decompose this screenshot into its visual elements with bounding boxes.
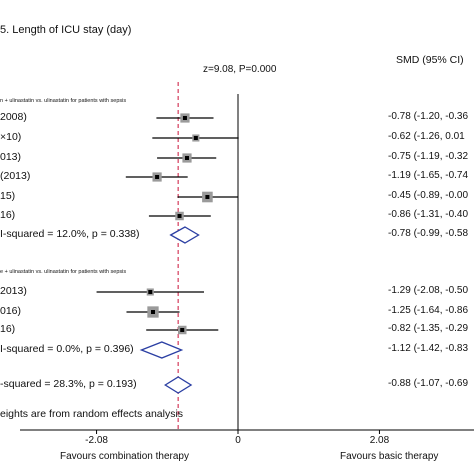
- weights-footnote: eights are from random effects analysis: [0, 408, 184, 420]
- subtotal-label: I-squared = 12.0%, p = 0.338): [0, 228, 140, 240]
- study-label: 15): [0, 190, 16, 202]
- x-axis-tick-label: 0: [235, 435, 241, 446]
- study-label: (2013): [0, 170, 31, 182]
- subtotal-diamond: [139, 341, 184, 359]
- subgroup-title: n + ulinastatin vs. ulinastatin for pati…: [0, 98, 127, 104]
- study-smd-ci: -0.75 (-1.19, -0.32: [388, 151, 469, 162]
- point-estimate: [148, 290, 153, 294]
- overall-label: -squared = 28.3%, p = 0.193): [0, 378, 137, 390]
- overall-smd-ci: -0.88 (-1.07, -0.69: [388, 378, 469, 389]
- point-estimate: [155, 175, 160, 179]
- point-estimate: [185, 156, 189, 160]
- favours-right-label: Favours basic therapy: [340, 451, 439, 462]
- smd-column-header: SMD (95% CI): [396, 54, 464, 66]
- study-label: 16): [0, 323, 16, 335]
- favours-left-label: Favours combination therapy: [60, 451, 189, 462]
- point-estimate: [205, 195, 210, 199]
- study-smd-ci: -0.82 (-1.35, -0.29: [388, 323, 469, 334]
- point-estimate: [193, 136, 198, 140]
- point-estimate: [177, 214, 182, 218]
- study-smd-ci: -0.78 (-1.20, -0.36: [388, 111, 469, 122]
- study-smd-ci: -0.62 (-1.26, 0.01: [388, 131, 465, 142]
- study-smd-ci: -0.86 (-1.31, -0.40: [388, 209, 469, 220]
- study-smd-ci: -1.25 (-1.64, -0.86: [388, 305, 469, 316]
- subtotal-label: I-squared = 0.0%, p = 0.396): [0, 343, 134, 355]
- x-axis-tick-label: 2.08: [369, 435, 390, 446]
- study-smd-ci: -1.19 (-1.65, -0.74: [388, 170, 469, 181]
- study-label: 016): [0, 305, 22, 317]
- subtotal-smd-ci: -1.12 (-1.42, -0.83: [388, 343, 469, 354]
- subtotal-diamond: [169, 226, 200, 244]
- study-smd-ci: -0.45 (-0.89, -0.00: [388, 190, 469, 201]
- subgroup-title: e + ulinastatin vs. ulinastatin for pati…: [0, 269, 127, 275]
- x-axis-tick-label: -2.08: [85, 435, 108, 446]
- study-label: 2013): [0, 285, 27, 297]
- point-estimate: [180, 328, 185, 332]
- study-smd-ci: -1.29 (-2.08, -0.50: [388, 285, 469, 296]
- panel-title: 5. Length of ICU stay (day): [0, 24, 132, 36]
- overall-test-statistic: z=9.08, P=0.000: [203, 64, 277, 75]
- subtotal-smd-ci: -0.78 (-0.99, -0.58: [388, 228, 469, 239]
- overall-diamond: [164, 376, 193, 394]
- study-label: 013): [0, 151, 22, 163]
- study-label: 16): [0, 209, 16, 221]
- point-estimate: [182, 116, 187, 120]
- study-label: ×10): [0, 131, 22, 143]
- point-estimate: [151, 310, 155, 314]
- study-label: 2008): [0, 111, 27, 123]
